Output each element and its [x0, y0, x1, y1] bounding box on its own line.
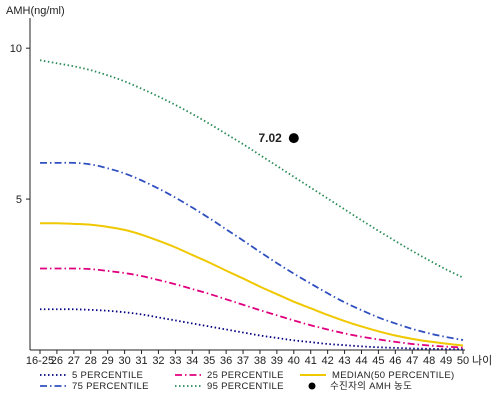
- x-tick-label: 33: [169, 355, 181, 367]
- series-line-25-percentile: [40, 267, 464, 349]
- x-axis-label: 나이: [472, 354, 492, 367]
- x-tick-label: 30: [118, 355, 130, 367]
- legend: 5 PERCENTILE 25 PERCENTILE MEDIAN(50 PERCE…: [40, 370, 454, 392]
- x-tick-label: 40: [288, 355, 300, 367]
- x-tick-label: 38: [254, 355, 266, 367]
- x-tick-label: 41: [305, 355, 317, 367]
- x-tick-label: 34: [186, 355, 198, 367]
- legend-label-5-percentile: 5 PERCENTILE: [72, 370, 143, 381]
- y-tick-label: 5: [16, 194, 22, 206]
- x-tick-label: 16-25: [26, 355, 54, 367]
- x-tick-label: 44: [355, 355, 367, 367]
- series-line-median-50-percentile-: [39, 222, 464, 347]
- patient-amh-value-label: 7.02: [258, 131, 282, 145]
- x-tick-label: 43: [338, 355, 350, 367]
- x-tick-label: 29: [102, 355, 114, 367]
- series-line-5-percentile: [39, 308, 464, 351]
- x-tick-label: 28: [85, 355, 97, 367]
- x-tick-label: 47: [406, 355, 418, 367]
- x-tick-label: 50: [457, 355, 469, 367]
- x-tick-label: 35: [203, 355, 215, 367]
- patient-marker-layer: 7.02: [258, 131, 299, 145]
- legend-label-95-percentile: 95 PERCENTILE: [207, 381, 284, 392]
- x-tick-label: 42: [322, 355, 334, 367]
- y-tick-label: 10: [10, 43, 22, 55]
- series-layer: [39, 59, 464, 351]
- legend-label-patient: 수진자의 AMH 농도: [330, 381, 412, 392]
- legend-swatch-patient: [308, 382, 316, 390]
- x-tick-label: 26: [51, 355, 63, 367]
- legend-label-25-percentile: 25 PERCENTILE: [207, 370, 284, 381]
- x-tick-label: 49: [440, 355, 452, 367]
- x-tick-label: 32: [152, 355, 164, 367]
- x-tick-label: 37: [237, 355, 249, 367]
- legend-label-75-percentile: 75 PERCENTILE: [72, 381, 149, 392]
- series-line-95-percentile: [39, 59, 464, 279]
- x-tick-label: 45: [372, 355, 384, 367]
- series-line-75-percentile: [39, 161, 464, 341]
- x-tick-label: 48: [423, 355, 435, 367]
- y-axis-label: AMH(ng/ml): [6, 5, 65, 17]
- x-tick-label: 39: [271, 355, 283, 367]
- x-tick-label: 27: [68, 355, 80, 367]
- x-tick-label: 46: [389, 355, 401, 367]
- patient-amh-point: [288, 133, 299, 144]
- x-tick-label: 31: [135, 355, 147, 367]
- x-tick-label: 36: [220, 355, 232, 367]
- legend-label-median-50-percentile-: MEDIAN(50 PERCENTILE): [332, 370, 454, 381]
